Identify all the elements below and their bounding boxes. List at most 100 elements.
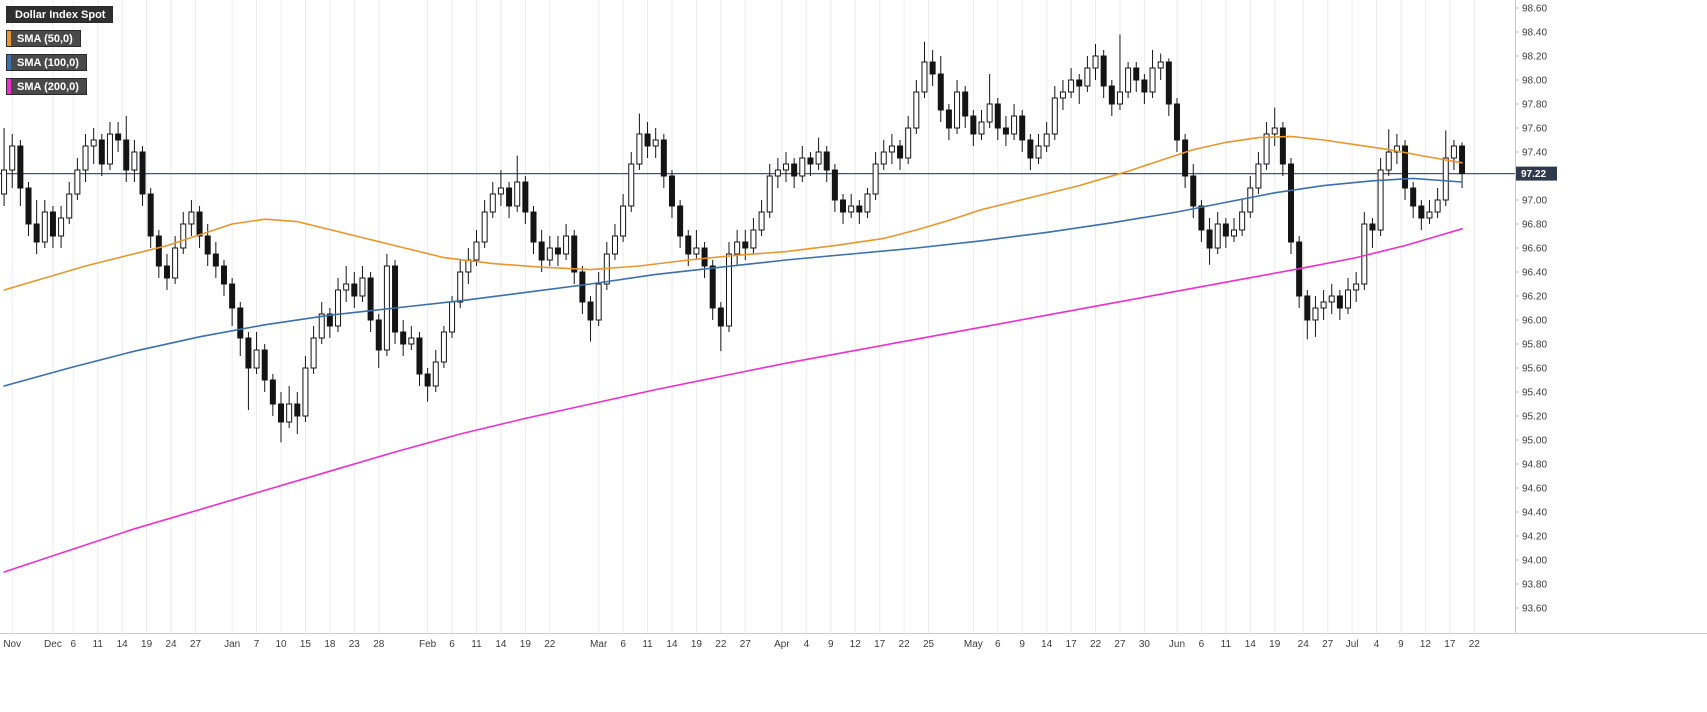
x-tick-label: 23 <box>349 639 361 650</box>
legend-sma50-chip[interactable]: SMA (50,0) <box>6 30 81 47</box>
x-tick-label: 27 <box>1322 639 1334 650</box>
x-tick-label: 22 <box>1469 639 1481 650</box>
x-tick-label: 22 <box>899 639 911 650</box>
x-tick-label: 11 <box>642 639 653 650</box>
y-tick-label: 93.60 <box>1522 604 1547 615</box>
y-tick-label: 97.00 <box>1522 196 1547 207</box>
x-tick-label: 24 <box>165 639 177 650</box>
y-tick-label: 94.40 <box>1522 508 1547 519</box>
y-axis: 98.60 98.40 98.20 98.00 97.80 97.60 97.40 97.00… <box>1515 4 1547 615</box>
x-tick-label: 27 <box>190 639 202 650</box>
x-tick-label: 6 <box>995 639 1001 650</box>
x-tick-label: 4 <box>804 639 810 650</box>
legend-instrument-chip[interactable]: Dollar Index Spot <box>6 6 114 23</box>
x-tick-label: 14 <box>1245 639 1257 650</box>
sma100-line <box>3 177 1463 387</box>
y-tick-label: 98.40 <box>1522 28 1547 39</box>
x-tick-label: 7 <box>254 639 260 650</box>
x-tick-label: 19 <box>520 639 532 650</box>
y-tick-label: 96.40 <box>1522 268 1547 279</box>
x-tick-label: 14 <box>666 639 678 650</box>
x-tick-label: 22 <box>544 639 556 650</box>
sma50-color-swatch <box>7 31 11 46</box>
x-tick-label: 24 <box>1298 639 1310 650</box>
y-tick-label: 96.20 <box>1522 292 1547 303</box>
x-tick-label: 14 <box>117 639 129 650</box>
x-tick-label: 27 <box>740 639 752 650</box>
x-tick-label: 14 <box>1041 639 1053 650</box>
x-tick-label: 10 <box>275 639 287 650</box>
x-tick-label: Nov <box>3 639 21 650</box>
x-tick-label: Mar <box>590 639 608 650</box>
x-tick-label: 11 <box>471 639 482 650</box>
gridlines <box>11 0 1475 633</box>
y-tick-label: 95.20 <box>1522 412 1547 423</box>
x-tick-label: 19 <box>691 639 703 650</box>
y-tick-label: 98.00 <box>1522 76 1547 87</box>
x-tick-label: Jan <box>224 639 240 650</box>
x-tick-label: 6 <box>620 639 626 650</box>
sma200-label: SMA (200,0) <box>17 81 79 93</box>
x-tick-label: Dec <box>44 639 62 650</box>
x-axis: Nov Dec 6 11 14 19 24 27 Jan 7 10 15 18 23 28 Feb 6 11 14 1… <box>3 639 1480 650</box>
x-tick-label: 17 <box>874 639 886 650</box>
y-tick-label: 94.20 <box>1522 532 1547 543</box>
y-tick-label: 97.80 <box>1522 100 1547 111</box>
x-tick-label: 19 <box>1269 639 1281 650</box>
x-tick-label: 12 <box>850 639 862 650</box>
sma200-line <box>3 228 1463 573</box>
y-tick-label: 95.60 <box>1522 364 1547 375</box>
legend-sma200-chip[interactable]: SMA (200,0) <box>6 78 87 95</box>
x-tick-label: Feb <box>419 639 437 650</box>
x-tick-label: 17 <box>1066 639 1078 650</box>
x-tick-label: 27 <box>1114 639 1126 650</box>
x-tick-label: 25 <box>923 639 935 650</box>
y-tick-label: 96.00 <box>1522 316 1547 327</box>
x-tick-label: 28 <box>373 639 385 650</box>
last-price-badge <box>1516 166 1557 181</box>
sma100-color-swatch <box>7 55 11 70</box>
y-tick-label: 95.40 <box>1522 388 1547 399</box>
x-tick-label: 30 <box>1139 639 1151 650</box>
candles-layer <box>1 34 1466 443</box>
x-tick-label: 9 <box>1019 639 1025 650</box>
y-tick-label: 97.40 <box>1522 148 1547 159</box>
y-tick-label: 94.60 <box>1522 484 1547 495</box>
y-tick-label: 94.80 <box>1522 460 1547 471</box>
y-tick-label: 98.20 <box>1522 52 1547 63</box>
x-tick-label: 14 <box>495 639 507 650</box>
x-tick-label: 9 <box>1398 639 1404 650</box>
x-tick-label: 22 <box>715 639 727 650</box>
x-tick-label: 6 <box>449 639 455 650</box>
x-tick-label: Apr <box>774 639 790 650</box>
last-price-badge-label: 97.22 <box>1521 169 1546 180</box>
x-tick-label: 17 <box>1444 639 1456 650</box>
x-tick-label: 12 <box>1420 639 1432 650</box>
y-tick-label: 96.80 <box>1522 220 1547 231</box>
y-tick-label: 93.80 <box>1522 580 1547 591</box>
y-tick-label: 95.80 <box>1522 340 1547 351</box>
y-tick-label: 94.00 <box>1522 556 1547 567</box>
legend-sma100-chip[interactable]: SMA (100,0) <box>6 54 87 71</box>
y-tick-label: 96.60 <box>1522 244 1547 255</box>
x-tick-label: 6 <box>1199 639 1205 650</box>
x-tick-label: 18 <box>324 639 336 650</box>
instrument-name: Dollar Index Spot <box>15 9 106 21</box>
sma100-label: SMA (100,0) <box>17 57 79 69</box>
y-tick-label: 97.60 <box>1522 124 1547 135</box>
sma50-line <box>3 135 1463 291</box>
y-tick-label: 98.60 <box>1522 4 1547 15</box>
x-tick-label: 9 <box>828 639 834 650</box>
x-tick-label: 11 <box>1221 639 1232 650</box>
x-tick-label: 11 <box>93 639 104 650</box>
chart-legend: Dollar Index Spot SMA (50,0) SMA (100,0)… <box>6 6 114 95</box>
x-tick-label: 6 <box>71 639 77 650</box>
x-tick-label: 4 <box>1374 639 1380 650</box>
x-tick-label: 22 <box>1090 639 1102 650</box>
x-tick-label: 15 <box>300 639 312 650</box>
y-tick-label: 95.00 <box>1522 436 1547 447</box>
x-tick-label: Jul <box>1346 639 1359 650</box>
x-tick-label: May <box>964 639 983 650</box>
